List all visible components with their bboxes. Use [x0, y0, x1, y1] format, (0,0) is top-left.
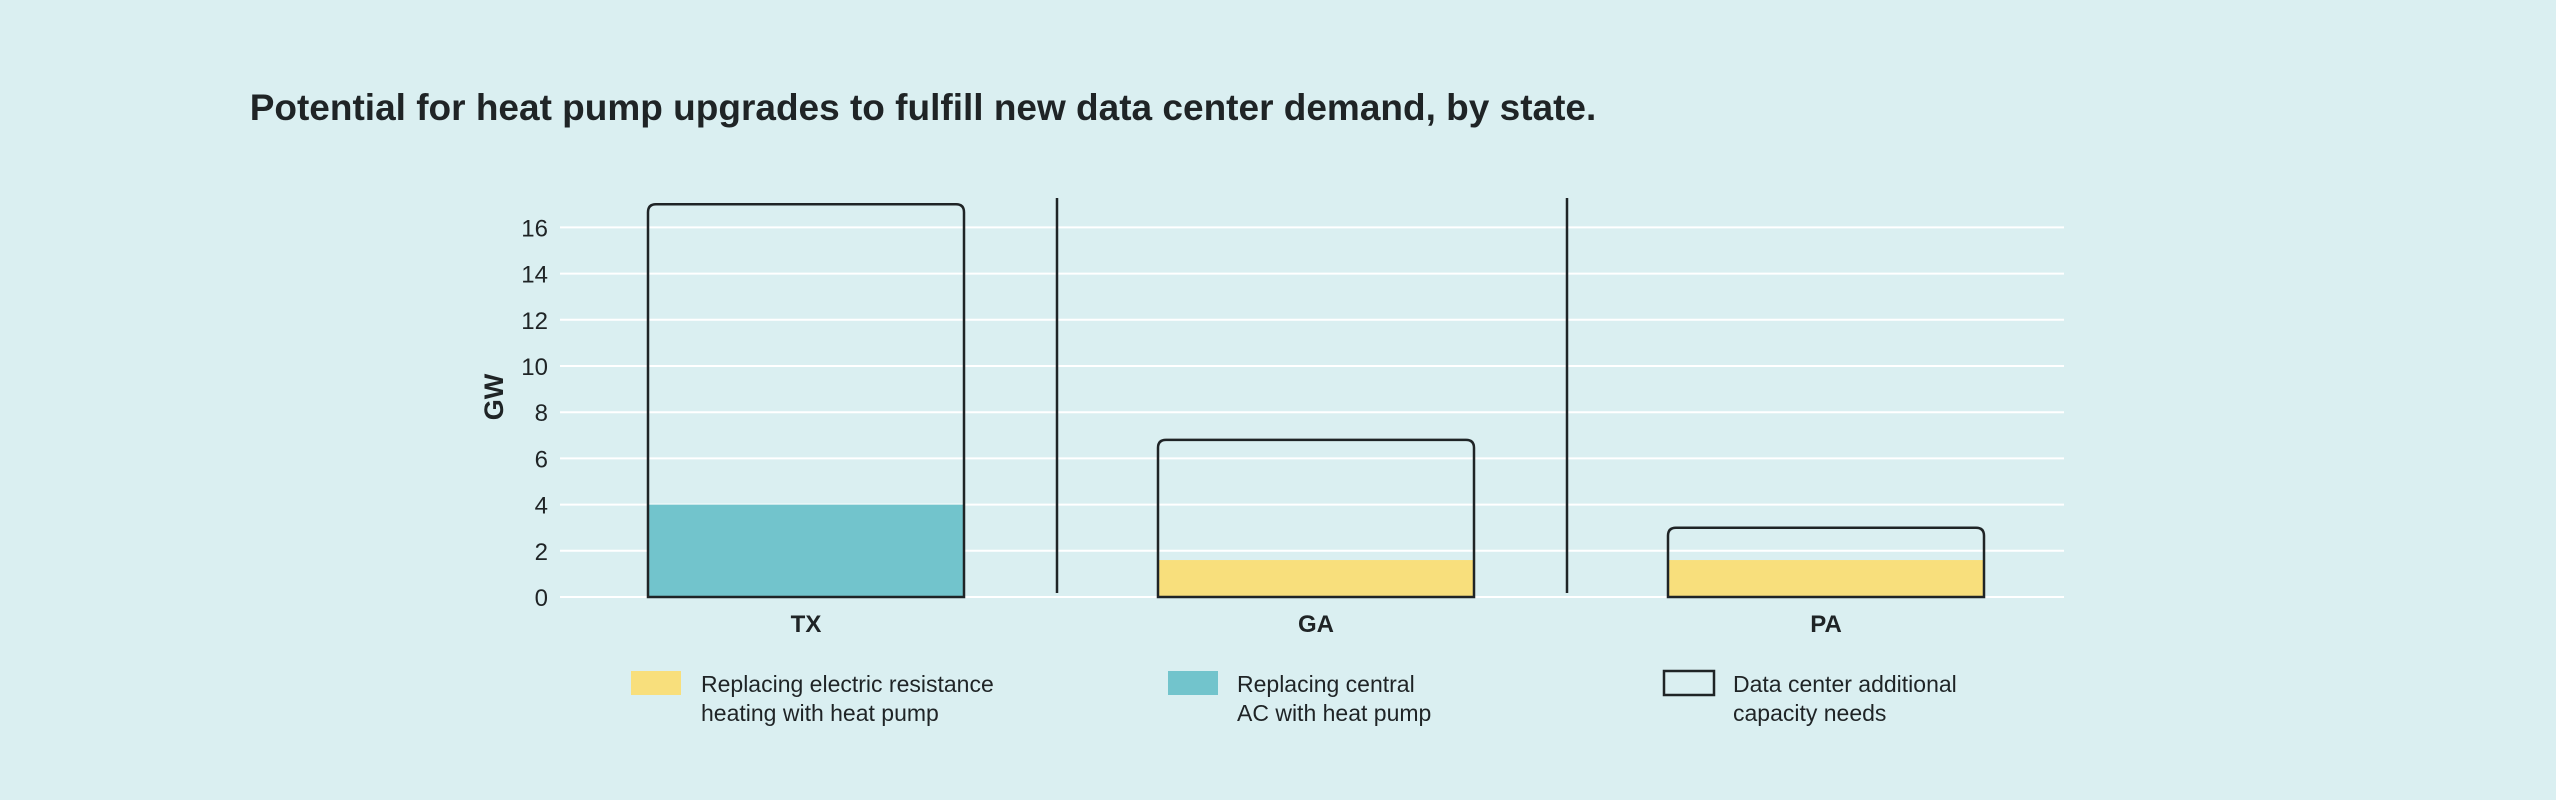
y-tick-label: 0	[535, 585, 548, 612]
y-tick-label: 2	[535, 539, 548, 566]
category-labels: TX GA PA	[791, 611, 1842, 638]
y-tick-label: 8	[535, 400, 548, 427]
bar-tx-datacenter-outline	[646, 203, 966, 599]
legend-swatch-datacenter	[1662, 669, 1716, 697]
legend-label: Replacing central	[1237, 671, 1415, 697]
category-label-ga: GA	[1298, 611, 1334, 638]
y-tick-labels: 0 2 4 6 8 10 12 14 16	[521, 215, 548, 612]
y-tick-label: 6	[535, 446, 548, 473]
bars	[646, 203, 1986, 599]
bar-pa-resistance	[1668, 560, 1984, 597]
bar-tx-central-ac	[648, 504, 964, 597]
y-tick-label: 4	[535, 493, 548, 520]
chart-title: Potential for heat pump upgrades to fulf…	[250, 87, 1597, 128]
legend-swatch-central-ac	[1168, 671, 1218, 695]
legend-label: AC with heat pump	[1237, 700, 1431, 726]
y-axis-title: GW	[479, 373, 509, 420]
legend: Replacing electric resistance heating wit…	[631, 669, 1957, 726]
legend-label: heating with heat pump	[701, 700, 939, 726]
legend-label: Data center additional	[1733, 671, 1957, 697]
legend-label: capacity needs	[1733, 700, 1886, 726]
category-label-pa: PA	[1810, 611, 1842, 638]
legend-label: Replacing electric resistance	[701, 671, 994, 697]
y-tick-label: 10	[521, 354, 548, 381]
y-tick-label: 16	[521, 215, 548, 242]
legend-swatch-resistance	[631, 671, 681, 695]
bar-ga-datacenter-outline	[1156, 438, 1476, 599]
y-tick-label: 12	[521, 308, 548, 335]
category-label-tx: TX	[791, 611, 822, 638]
bar-ga-resistance	[1158, 560, 1474, 597]
bar-pa-datacenter-outline	[1666, 526, 1986, 599]
category-dividers	[1055, 198, 1569, 593]
y-tick-label: 14	[521, 262, 548, 289]
